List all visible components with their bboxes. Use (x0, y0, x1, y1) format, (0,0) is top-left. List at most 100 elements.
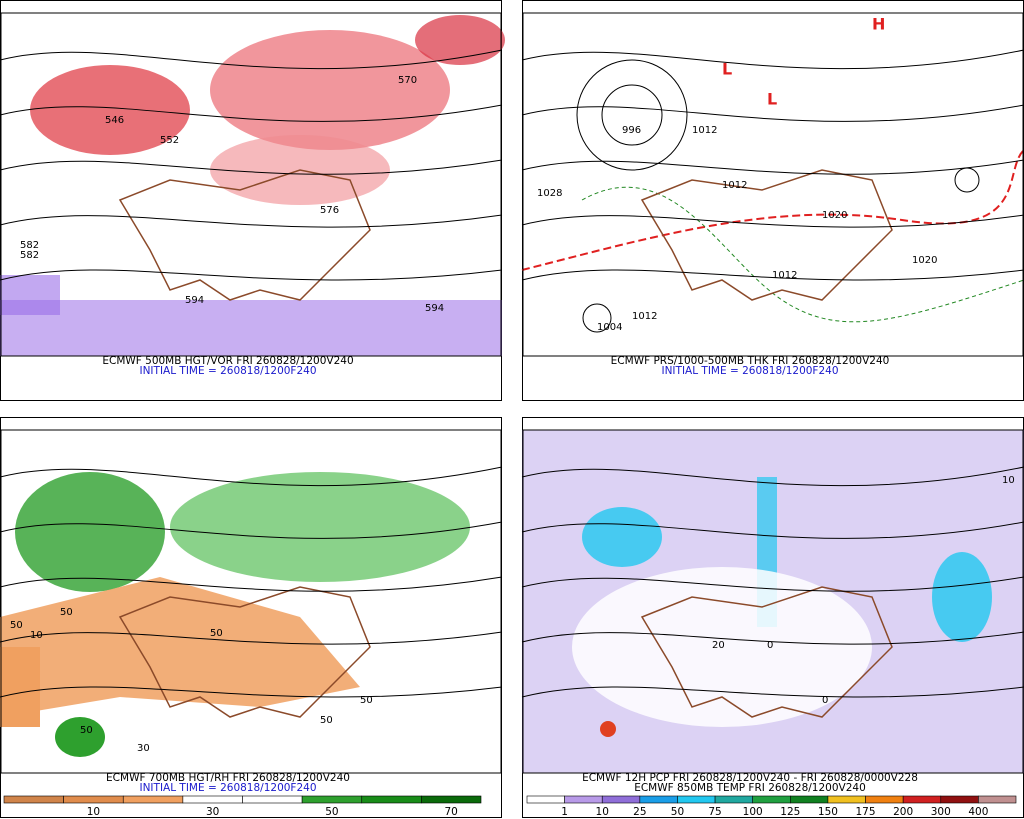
colorbar-label: 10 (87, 806, 100, 818)
contour-label: 582 (20, 250, 39, 261)
weather-field (576, 59, 688, 171)
map-background (523, 13, 1023, 356)
contour (521, 159, 1024, 175)
contour (521, 49, 1024, 70)
weather-field (170, 472, 470, 582)
contour (521, 269, 1024, 281)
contour-label: 1028 (537, 188, 562, 199)
map-area (0, 429, 503, 774)
contour-label: 50 (60, 607, 73, 618)
colorbar-label: 150 (818, 806, 838, 818)
initial-time: INITIAL TIME = 260818/1200F240 (139, 365, 316, 377)
map-caption: ECMWF 850MB TEMP FRI 260828/1200V240 (634, 782, 866, 794)
contour-label: 570 (398, 75, 417, 86)
colorbar-label: 10 (596, 806, 609, 818)
weather-field (0, 577, 360, 717)
contour (0, 631, 503, 645)
colorbar-label: 400 (968, 806, 988, 818)
contour (521, 631, 1024, 645)
map-caption: ECMWF 500MB HGT/VOR FRI 260828/1200V240 (102, 355, 353, 367)
weather-field (210, 30, 450, 150)
colorbar-label: 25 (633, 806, 646, 818)
contour (0, 466, 503, 487)
colorbar-swatch (526, 795, 565, 804)
contour-label: 552 (160, 135, 179, 146)
colorbar: 1 10 25 50 75 100 125 150 175 200 300 400 (526, 795, 1017, 818)
contour-label: 50 (80, 725, 93, 736)
contour-label: H (872, 15, 885, 34)
contour-label: 30 (137, 743, 150, 754)
weather-field (30, 65, 190, 155)
contour (521, 686, 1024, 698)
colorbar-swatch (714, 795, 753, 804)
coastline (640, 586, 893, 718)
contour (0, 269, 503, 281)
colorbar-label: 300 (931, 806, 951, 818)
initial-time: INITIAL TIME = 260818/1200F240 (661, 365, 838, 377)
contour (521, 466, 1024, 487)
weather-field (600, 721, 616, 737)
map-area (521, 12, 1024, 357)
contour (521, 521, 1024, 539)
colorbar-swatch (564, 795, 603, 804)
colorbar-label: 50 (671, 806, 684, 818)
contour-label: 546 (105, 115, 124, 126)
weather-field (415, 15, 505, 65)
colorbar-label: 125 (780, 806, 800, 818)
weather-field (601, 84, 663, 146)
contour-label: 0 (767, 640, 773, 651)
colorbar-swatch (242, 795, 303, 804)
map-caption: ECMWF 12H PCP FRI 260828/1200V240 - FRI … (582, 772, 918, 784)
coastline (118, 586, 371, 718)
contour-label: 50 (320, 715, 333, 726)
colorbar-swatch (677, 795, 716, 804)
contour-label: 1012 (772, 270, 797, 281)
weather-field (932, 552, 992, 642)
contour-label: 582 (20, 240, 39, 251)
colorbar-swatch (3, 795, 64, 804)
colorbar-label: 200 (893, 806, 913, 818)
contour-label: 1012 (722, 180, 747, 191)
contour (0, 686, 503, 698)
contour-label: 1012 (632, 311, 657, 322)
contour-label: 1012 (692, 125, 717, 136)
contour-label: 996 (622, 125, 641, 136)
contour-label: 594 (185, 295, 204, 306)
contour-label: 1020 (912, 255, 937, 266)
map-border (0, 12, 502, 357)
colorbar-label: 30 (206, 806, 219, 818)
colorbar-swatch (182, 795, 243, 804)
weather-field (582, 507, 662, 567)
contour-label: 10 (1002, 475, 1015, 486)
contour-label: 0 (822, 695, 828, 706)
colorbar-swatch (865, 795, 904, 804)
contour-label: 10 (30, 630, 43, 641)
colorbar-label: 75 (708, 806, 721, 818)
weather-field (55, 717, 105, 757)
colorbar-swatch (902, 795, 942, 804)
colorbar-swatch (301, 795, 363, 804)
weather-field (0, 647, 40, 727)
colorbar: 1030507090 (3, 795, 577, 818)
colorbar-swatch (978, 795, 1017, 804)
map-caption: ECMWF PRS/1000-500MB THK FRI 260828/1200… (611, 355, 890, 367)
colorbar-swatch (122, 795, 184, 804)
contour-label: 594 (425, 303, 444, 314)
contour-label: 50 (210, 628, 223, 639)
weather-field (582, 303, 612, 333)
map-border (522, 12, 1024, 357)
map-panel: 1028 996 1012 1012 1020 1020 1004 1012 1012 L L H EC… (521, 0, 1024, 401)
colorbar-label: 175 (856, 806, 876, 818)
contour-label: 1004 (597, 322, 622, 333)
contour-label: L (722, 60, 732, 79)
contour (0, 214, 503, 228)
colorbar-swatch (361, 795, 422, 804)
colorbar-label: 1 (561, 806, 568, 818)
weather-field (0, 300, 502, 356)
map-area (0, 12, 505, 357)
colorbar-label: 100 (743, 806, 763, 818)
contour (521, 104, 1024, 122)
initial-time: INITIAL TIME = 260818/1200F240 (139, 782, 316, 794)
